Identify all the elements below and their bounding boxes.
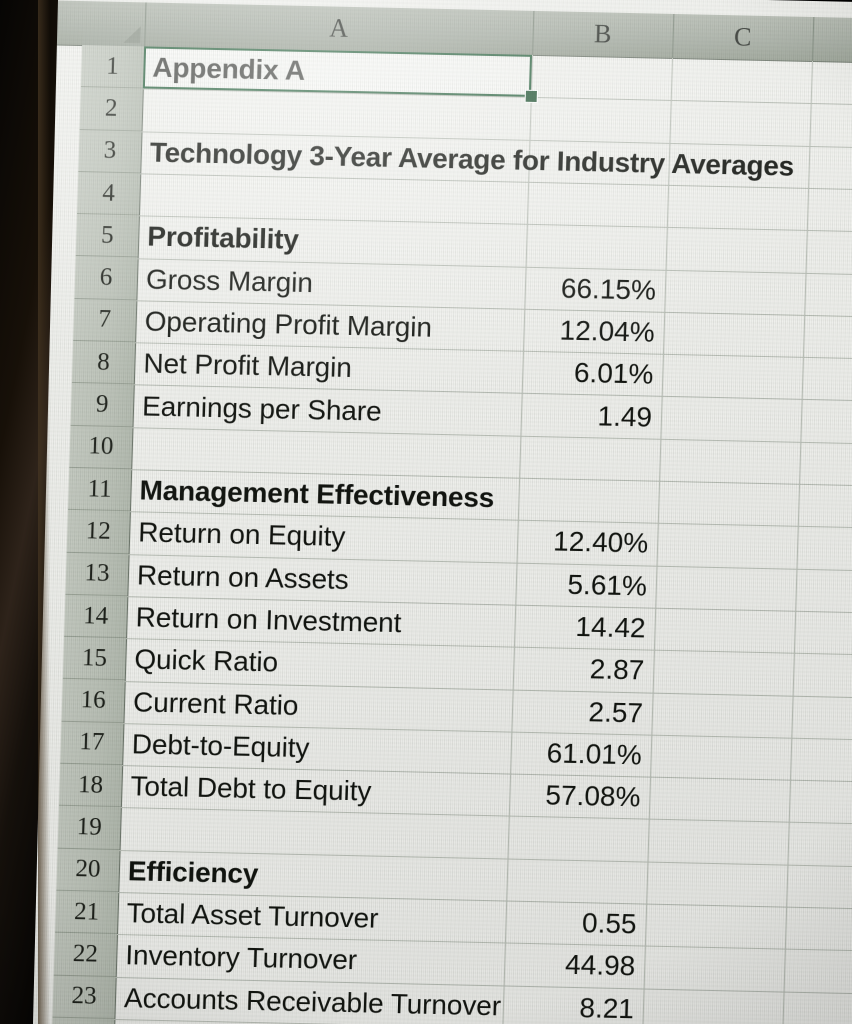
cell-b19[interactable] — [508, 816, 649, 861]
cell-b20[interactable] — [506, 858, 647, 903]
row-header-20[interactable]: 20 — [56, 848, 120, 893]
column-header-c[interactable]: C — [733, 22, 752, 52]
cell-b13[interactable]: 5.61% — [567, 568, 648, 602]
cell-b10[interactable] — [519, 435, 660, 480]
active-cell-selection-border[interactable] — [142, 46, 533, 98]
cell-b17[interactable]: 61.01% — [546, 737, 643, 771]
row-header-7[interactable]: 7 — [73, 298, 137, 343]
row-header-16[interactable]: 16 — [61, 679, 125, 723]
row-header-1[interactable]: 1 — [80, 45, 145, 89]
row-header-13[interactable]: 13 — [65, 552, 129, 597]
cell-b23[interactable]: 8.21 — [579, 991, 635, 1024]
row-header-3[interactable]: 3 — [78, 129, 142, 174]
cell-b9[interactable]: 1.49 — [597, 399, 653, 433]
column-header-b[interactable]: B — [593, 19, 612, 49]
cell-b11[interactable] — [518, 478, 659, 523]
cell-b16[interactable]: 2.57 — [588, 695, 644, 729]
cell-b14[interactable]: 14.42 — [575, 611, 647, 644]
cell-b7[interactable]: 12.04% — [559, 314, 656, 348]
cell-b12[interactable]: 12.40% — [552, 525, 649, 559]
row-header-22[interactable]: 22 — [53, 932, 118, 977]
row-header-8[interactable]: 8 — [71, 341, 136, 385]
row-header-10[interactable]: 10 — [69, 425, 133, 470]
cell-b8[interactable]: 6.01% — [573, 357, 654, 390]
row-header-11[interactable]: 11 — [67, 467, 132, 512]
cell-a23[interactable]: Accounts Receivable Turnover — [123, 981, 502, 1022]
row-header-12[interactable]: 12 — [66, 510, 130, 554]
row-header-5[interactable]: 5 — [75, 214, 139, 258]
row-header-18[interactable]: 18 — [58, 763, 123, 808]
row-header-14[interactable]: 14 — [64, 594, 128, 639]
select-all-triangle-icon — [123, 25, 141, 44]
cell-b5[interactable] — [526, 224, 667, 269]
cell-b3[interactable] — [528, 139, 669, 184]
cell-b21[interactable]: 0.55 — [581, 907, 638, 940]
cell-b18[interactable]: 57.08% — [545, 779, 641, 813]
row-header-21[interactable]: 21 — [55, 890, 119, 935]
cell-b6[interactable]: 66.15% — [560, 272, 657, 306]
cell-b15[interactable]: 2.87 — [589, 653, 645, 686]
cell-b22[interactable]: 44.98 — [564, 949, 636, 982]
fill-handle[interactable] — [524, 90, 538, 104]
cell-b4[interactable] — [527, 182, 668, 227]
row-header-15[interactable]: 15 — [62, 636, 127, 681]
row-header-19[interactable]: 19 — [57, 806, 121, 850]
row-header-9[interactable]: 9 — [70, 383, 134, 427]
row-header-2[interactable]: 2 — [79, 87, 143, 131]
select-all-button[interactable] — [82, 1, 147, 47]
row-header-4[interactable]: 4 — [76, 171, 141, 216]
row-header-6[interactable]: 6 — [74, 256, 138, 301]
cell-b1[interactable] — [531, 55, 672, 100]
row-header-23[interactable]: 23 — [52, 975, 116, 1019]
row-header-17[interactable]: 17 — [60, 721, 124, 766]
cell-b2[interactable] — [529, 97, 670, 142]
